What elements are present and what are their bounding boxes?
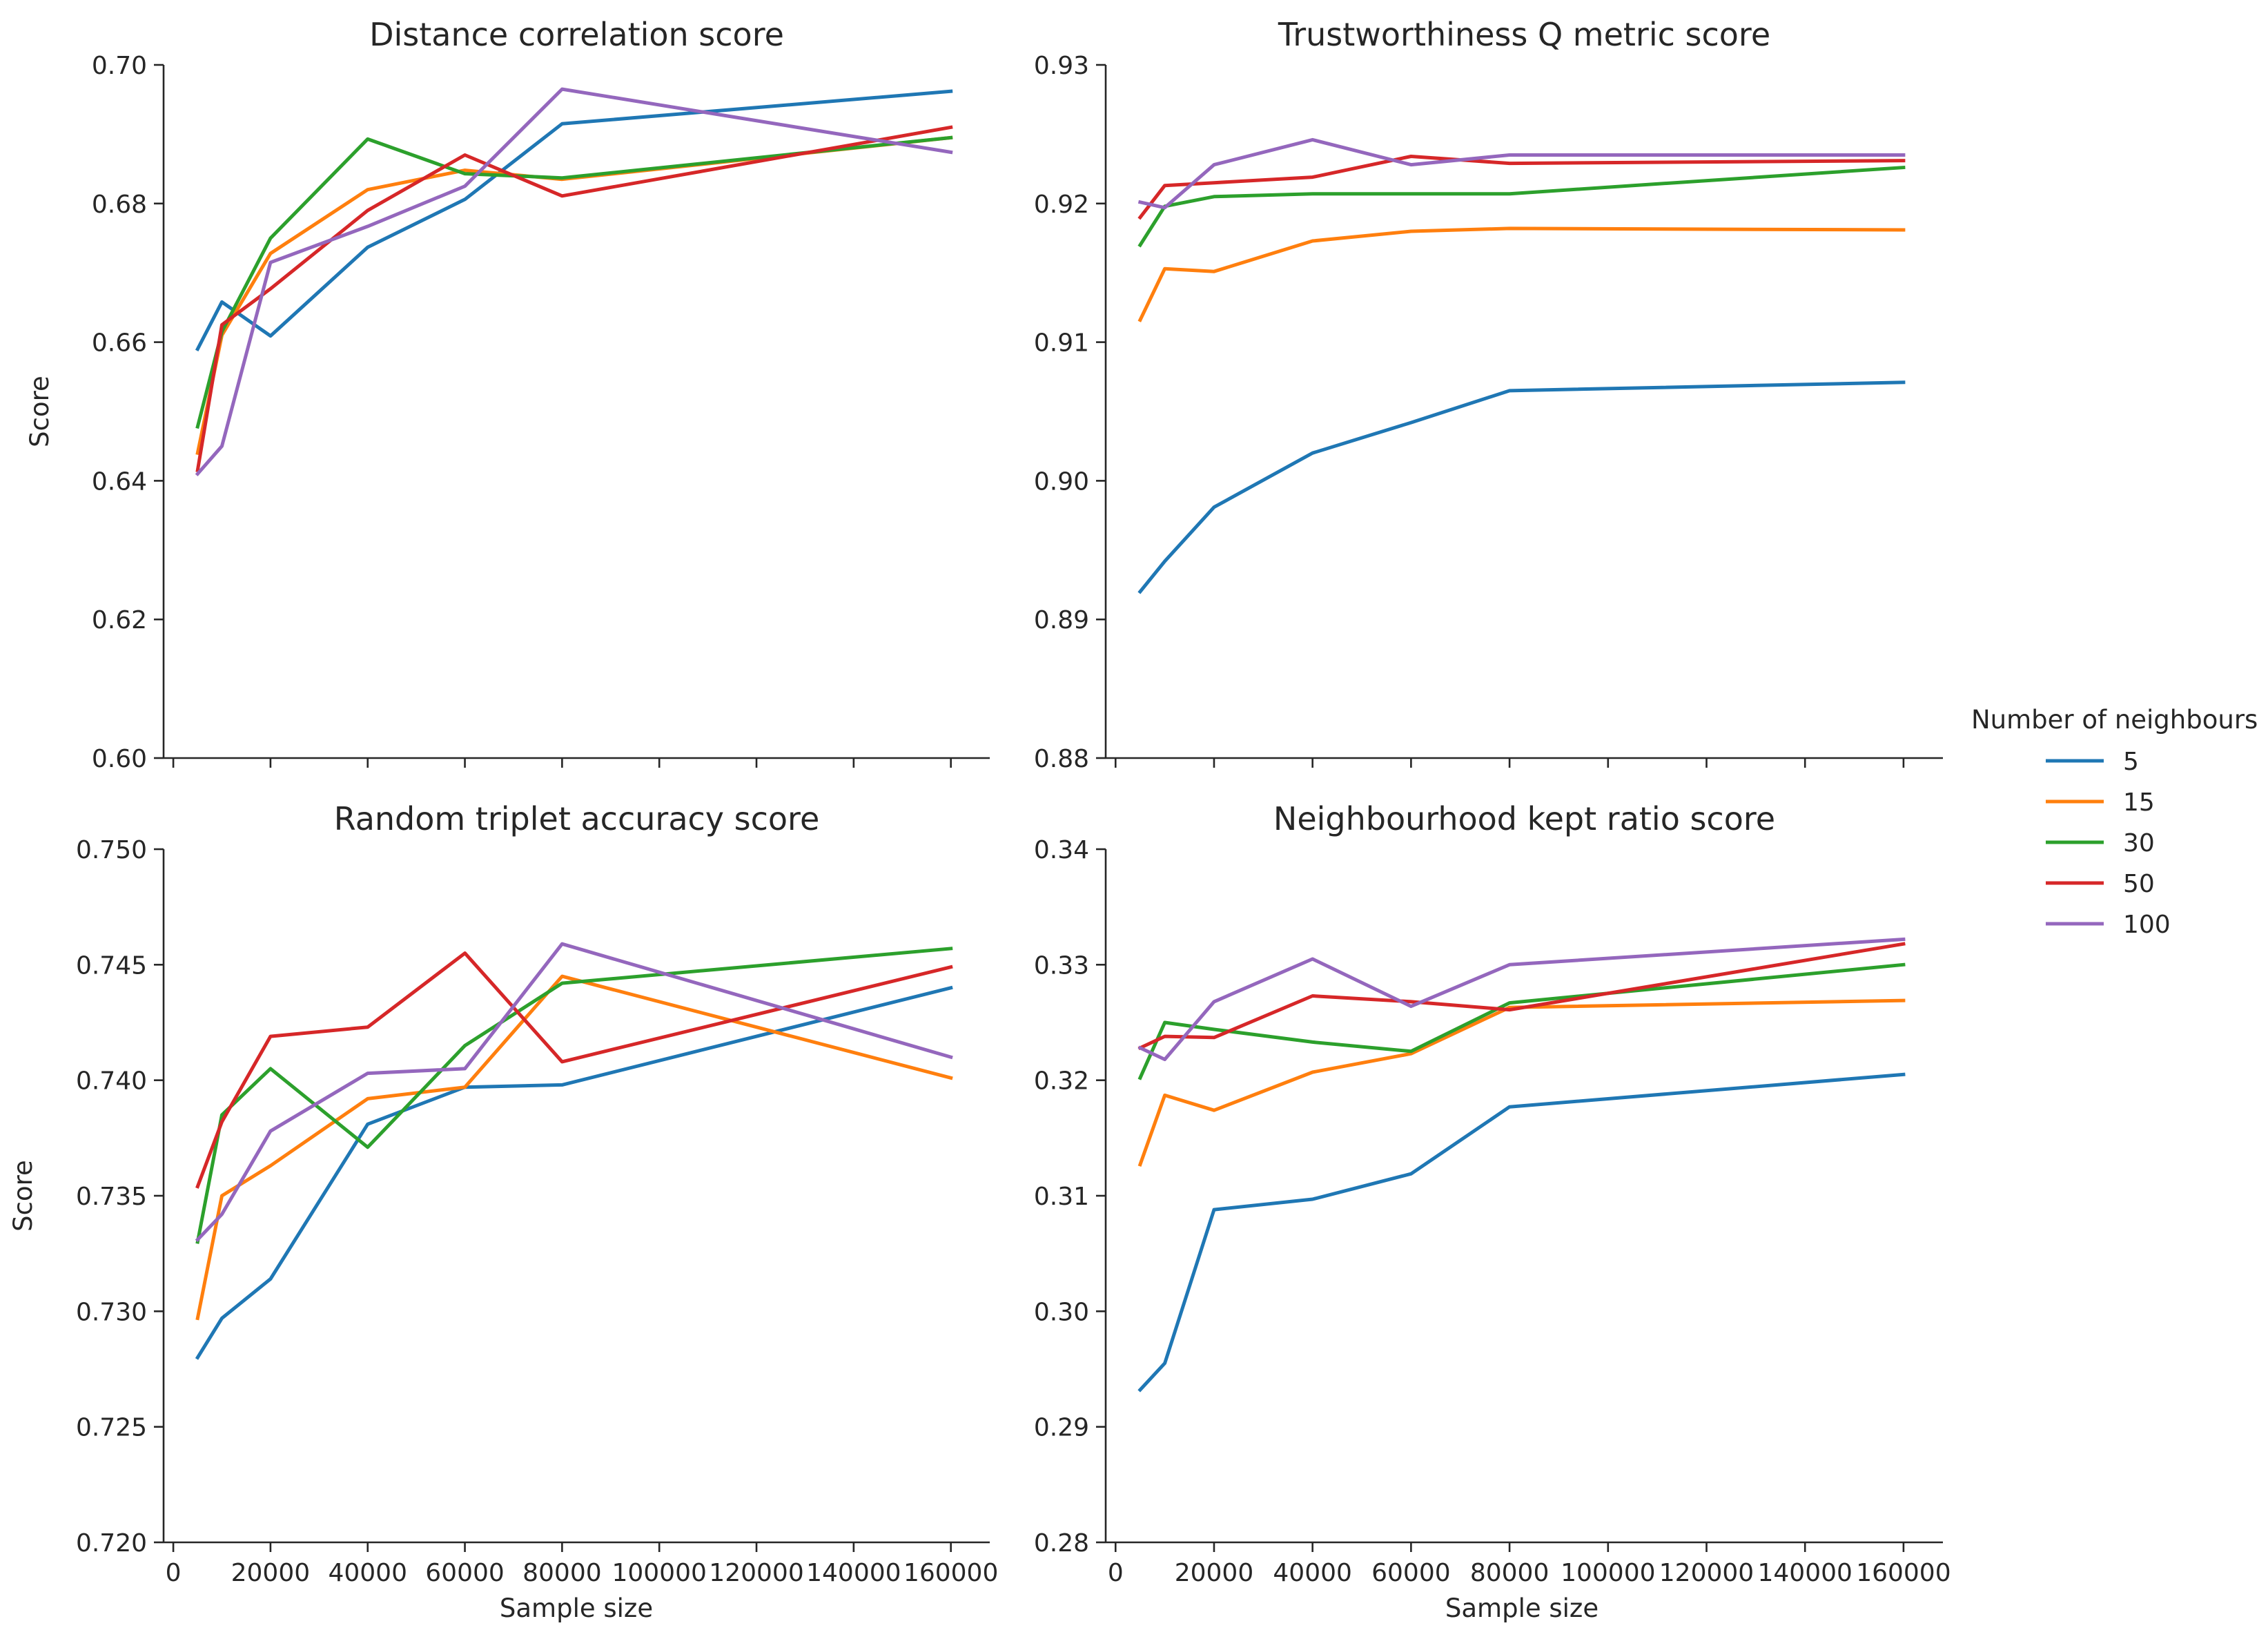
y-tick-label: 0.29	[1034, 1414, 1089, 1442]
x-tick-label: 160000	[903, 1559, 998, 1587]
y-tick-label: 0.88	[1034, 745, 1089, 773]
y-axis-label: Score	[8, 1160, 38, 1232]
x-tick-label: 80000	[1470, 1559, 1550, 1587]
y-tick-label: 0.66	[92, 329, 147, 358]
series-line-30	[195, 947, 953, 1244]
series-line-15	[1137, 226, 1906, 322]
y-tick-label: 0.740	[76, 1067, 147, 1096]
x-tick-label: 20000	[231, 1559, 311, 1587]
y-tick-label: 0.62	[92, 606, 147, 634]
chart-title: Distance correlation score	[369, 16, 784, 53]
series-line-5	[1137, 380, 1906, 594]
y-tick-label: 0.70	[92, 52, 147, 80]
series-line-50	[1137, 942, 1906, 1051]
series-line-100	[195, 942, 953, 1243]
chart-title: Neighbourhood kept ratio score	[1273, 800, 1775, 837]
legend-label: 15	[2123, 788, 2155, 817]
y-tick-label: 0.28	[1034, 1529, 1089, 1558]
chart-panel-4: Neighbourhood kept ratio score 0.28 0.29 0.…	[1034, 800, 1951, 1623]
x-tick-label: 140000	[1757, 1559, 1852, 1587]
series-line-5	[1137, 1072, 1906, 1393]
y-tick-label: 0.68	[92, 191, 147, 219]
series-line-100	[1137, 937, 1906, 1061]
x-tick-label: 140000	[806, 1559, 901, 1587]
x-tick-label: 20000	[1175, 1559, 1254, 1587]
y-tick-label: 0.30	[1034, 1298, 1089, 1326]
y-tick-label: 0.60	[92, 745, 147, 773]
series-line-50	[1137, 155, 1906, 220]
series-line-30	[1137, 962, 1906, 1080]
x-tick-label: 40000	[1273, 1559, 1352, 1587]
panels: Distance correlation score 0.60 0.62 0.64 0.…	[8, 16, 1951, 1623]
x-axis-label: Sample size	[500, 1593, 653, 1623]
x-tick-label: 0	[166, 1559, 182, 1587]
chart-panel-2: Trustworthiness Q metric score 0.88 0.89 0.…	[1034, 16, 1943, 773]
series-line-50	[195, 951, 953, 1189]
chart-title: Trustworthiness Q metric score	[1278, 16, 1770, 53]
y-tick-label: 0.31	[1034, 1183, 1089, 1211]
y-tick-label: 0.64	[92, 467, 147, 496]
y-tick-label: 0.720	[76, 1529, 147, 1558]
y-tick-label: 0.89	[1034, 606, 1089, 634]
x-tick-label: 100000	[1561, 1559, 1655, 1587]
legend-title: Number of neighbours	[1971, 705, 2258, 735]
legend-item-30: 30	[2046, 829, 2155, 857]
x-tick-label: 80000	[522, 1559, 602, 1587]
y-tick-label: 0.735	[76, 1183, 147, 1211]
x-tick-label: 40000	[328, 1559, 407, 1587]
chart-panel-1: Distance correlation score 0.60 0.62 0.64 0.…	[25, 16, 990, 773]
legend: Number of neighbours 5 15 30 50 100	[1971, 705, 2258, 939]
y-tick-label: 0.725	[76, 1414, 147, 1442]
chart-panel-3: Random triplet accuracy score 0.720 0.725 0…	[8, 800, 998, 1623]
legend-item-100: 100	[2046, 911, 2171, 939]
series-line-100	[1137, 137, 1906, 210]
x-tick-label: 120000	[709, 1559, 803, 1587]
legend-label: 30	[2123, 829, 2155, 857]
series-line-15	[1137, 998, 1906, 1167]
x-tick-label: 100000	[612, 1559, 706, 1587]
x-tick-label: 0	[1108, 1559, 1124, 1587]
y-tick-label: 0.92	[1034, 191, 1089, 219]
series-line-5	[195, 89, 953, 351]
y-tick-label: 0.93	[1034, 52, 1089, 80]
legend-item-15: 15	[2046, 788, 2155, 817]
y-tick-label: 0.750	[76, 836, 147, 864]
series-line-5	[195, 985, 953, 1360]
legend-item-5: 5	[2046, 748, 2139, 776]
y-tick-label: 0.91	[1034, 329, 1089, 358]
y-tick-label: 0.34	[1034, 836, 1089, 864]
y-tick-label: 0.745	[76, 951, 147, 980]
x-tick-label: 60000	[425, 1559, 505, 1587]
y-tick-label: 0.730	[76, 1298, 147, 1326]
legend-label: 5	[2123, 748, 2139, 776]
x-tick-label: 60000	[1371, 1559, 1451, 1587]
chart-title: Random triplet accuracy score	[334, 800, 820, 837]
legend-label: 100	[2123, 911, 2171, 939]
series-line-100	[195, 87, 953, 476]
series-line-30	[195, 135, 953, 429]
x-axis-label: Sample size	[1445, 1593, 1599, 1623]
legend-label: 50	[2123, 870, 2155, 898]
x-tick-label: 160000	[1856, 1559, 1951, 1587]
legend-item-50: 50	[2046, 870, 2155, 898]
series-line-15	[195, 135, 953, 456]
y-tick-label: 0.32	[1034, 1067, 1089, 1096]
series-line-15	[195, 974, 953, 1321]
y-tick-label: 0.90	[1034, 467, 1089, 496]
series-line-50	[195, 125, 953, 473]
y-axis-label: Score	[25, 376, 55, 447]
legend-items: 5 15 30 50 100	[2046, 748, 2171, 939]
y-tick-label: 0.33	[1034, 951, 1089, 980]
x-tick-label: 120000	[1659, 1559, 1754, 1587]
